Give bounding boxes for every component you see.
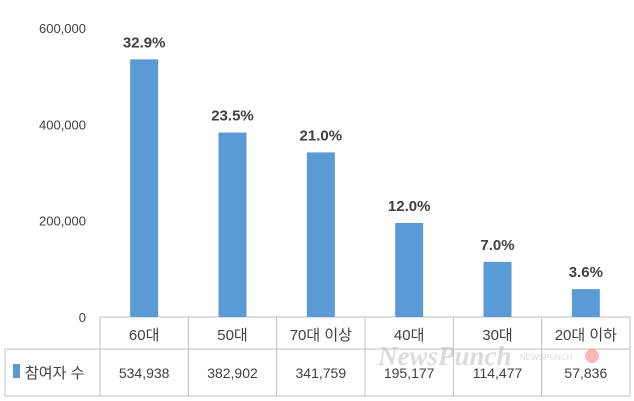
watermark-logo-icon [585,349,599,363]
category-label: 60대 [129,327,160,344]
legend-label: 참여자 수 [25,365,84,382]
category-label: 30대 [482,327,513,344]
table-value: 341,759 [296,365,347,381]
bar [306,152,335,317]
data-table-grid [4,316,631,397]
percent-label: 23.5% [211,108,254,125]
bar [130,59,159,317]
y-tick-label: 0 [79,310,86,325]
percent-labels: 32.9% 23.5% 21.0% 12.0% 7.0% 3.6% [123,34,603,281]
data-table-values: 534,938 382,902 341,759 195,177 114,477 57,83… [119,365,608,381]
y-tick-label: 600,000 [39,21,86,36]
y-axis-ticks: 0 200,000 400,000 600,000 [39,21,86,325]
table-value: 114,477 [473,365,523,381]
bar [218,132,247,317]
percent-label: 32.9% [123,34,166,51]
bars [130,59,600,317]
percent-label: 7.0% [480,237,514,254]
category-label: 40대 [394,327,425,344]
bar [483,261,512,317]
table-value: 195,177 [384,365,435,381]
data-table-legend: 참여자 수 [13,364,84,382]
y-tick-label: 400,000 [39,117,86,132]
percent-label: 12.0% [388,198,431,215]
table-value: 382,902 [207,365,258,381]
category-labels: 60대 50대 70대 이상 40대 30대 20대 이하 [129,327,617,344]
percent-label: 3.6% [569,264,603,281]
percent-label: 21.0% [300,127,343,144]
watermark: NewsPunch NEWSPUNCH [377,341,599,371]
y-tick-label: 200,000 [39,214,86,229]
watermark-text: NewsPunch [377,341,512,371]
table-value: 534,938 [119,365,170,381]
bar [395,222,424,317]
category-label: 50대 [217,327,248,344]
table-value: 57,836 [564,365,607,381]
legend-swatch [13,364,20,378]
category-label: 70대 이상 [290,327,352,344]
bar [571,289,600,317]
category-label: 20대 이하 [555,327,617,344]
watermark-small-text: NEWSPUNCH [520,353,573,362]
